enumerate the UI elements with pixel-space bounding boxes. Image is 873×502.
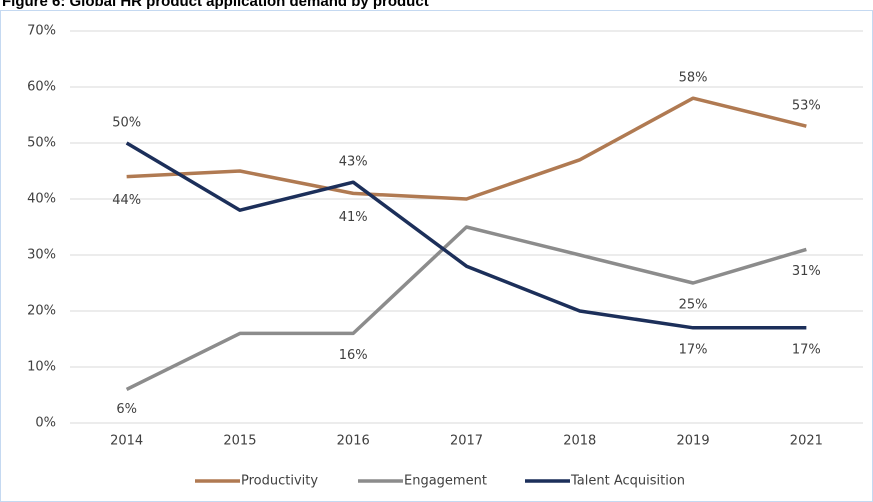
legend-label: Engagement — [404, 474, 487, 489]
y-tick-label: 50% — [27, 136, 56, 151]
series-line — [125, 225, 807, 391]
data-label: 43% — [339, 155, 368, 170]
data-label: 31% — [792, 264, 821, 279]
x-tick-label: 2014 — [110, 434, 143, 449]
chart-title: Figure 6: Global HR product application … — [2, 0, 429, 10]
legend-label: Talent Acquisition — [570, 474, 685, 489]
y-tick-label: 70% — [27, 24, 56, 39]
data-label: 44% — [112, 193, 141, 208]
y-tick-label: 40% — [27, 192, 56, 207]
x-tick-label: 2016 — [337, 434, 370, 449]
series-line — [126, 96, 807, 201]
data-label: 16% — [339, 348, 368, 363]
y-tick-label: 20% — [27, 304, 56, 319]
data-label: 6% — [116, 402, 137, 417]
y-tick-label: 30% — [27, 248, 56, 263]
x-tick-label: 2019 — [677, 434, 710, 449]
data-label: 41% — [339, 210, 368, 225]
y-tick-label: 0% — [35, 416, 56, 431]
data-label: 17% — [792, 342, 821, 357]
data-label: 17% — [679, 342, 708, 357]
data-label: 25% — [679, 298, 708, 313]
y-tick-label: 60% — [27, 80, 56, 95]
data-label: 50% — [112, 116, 141, 131]
x-tick-label: 2018 — [563, 434, 596, 449]
data-label: 58% — [679, 71, 708, 86]
data-label: 53% — [792, 99, 821, 114]
y-tick-label: 10% — [27, 360, 56, 375]
legend-label: Productivity — [241, 474, 318, 489]
series-line — [125, 141, 807, 330]
x-tick-label: 2017 — [450, 434, 483, 449]
x-tick-label: 2021 — [790, 434, 823, 449]
x-tick-label: 2015 — [223, 434, 256, 449]
